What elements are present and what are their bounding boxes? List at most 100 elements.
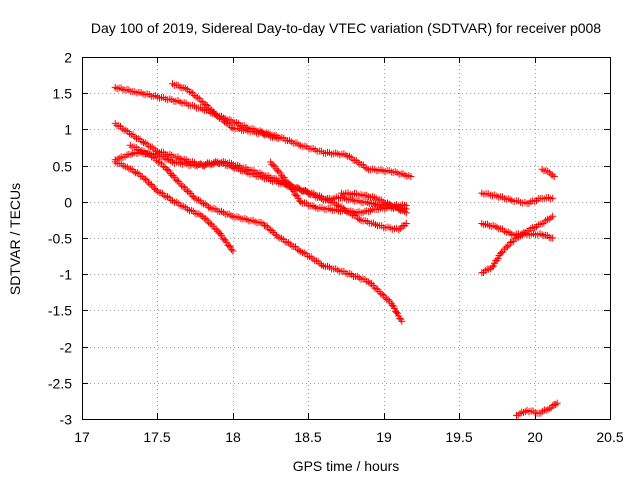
data-point [549, 234, 557, 242]
data-point [553, 399, 561, 407]
y-tick-label: -2 [60, 340, 73, 356]
data-point [115, 122, 123, 130]
data-point [274, 233, 282, 241]
data-point [201, 200, 209, 208]
data-marks [111, 80, 561, 419]
data-point [153, 157, 161, 165]
data-point [355, 215, 363, 223]
data-point [278, 234, 286, 242]
series-track-8 [338, 189, 410, 217]
y-tick-label: -1.5 [48, 303, 72, 319]
data-point [229, 247, 237, 255]
series-track-6 [126, 141, 406, 325]
data-point [493, 256, 501, 264]
series-track-12 [538, 165, 558, 180]
data-point [289, 186, 297, 193]
x-tick-label: 20.5 [596, 429, 623, 445]
data-point [164, 166, 172, 174]
data-point [544, 406, 552, 414]
data-point [545, 215, 553, 223]
data-point [395, 226, 403, 234]
data-point [198, 199, 206, 207]
data-point [384, 296, 392, 304]
data-point [497, 249, 505, 257]
data-point [348, 271, 356, 279]
x-tick-label: 18 [225, 429, 241, 445]
data-point [265, 225, 273, 233]
data-point [126, 130, 133, 138]
data-point [493, 223, 501, 231]
y-axis-label: SDTVAR / TECUs [7, 183, 23, 295]
data-point [508, 238, 516, 246]
data-point [284, 179, 292, 187]
series-track-5 [111, 158, 237, 255]
data-point [318, 261, 326, 269]
data-point [259, 220, 267, 228]
data-point [205, 104, 213, 112]
data-point [208, 106, 216, 114]
x-tick-label: 17 [74, 429, 90, 445]
data-point [503, 243, 511, 251]
data-point [549, 212, 557, 220]
data-point [134, 135, 142, 143]
x-tick-label: 18.5 [294, 429, 321, 445]
data-point [518, 230, 526, 238]
data-point [304, 252, 312, 260]
data-point [371, 284, 379, 292]
data-point [401, 207, 408, 215]
data-point [273, 231, 281, 239]
data-point [358, 161, 366, 168]
data-point [228, 246, 236, 254]
x-tick-label: 19.5 [445, 429, 472, 445]
data-point [549, 194, 557, 202]
data-point [308, 202, 316, 209]
data-point [262, 222, 270, 230]
y-tick-label: 0.5 [53, 159, 73, 175]
data-point [274, 135, 282, 143]
data-point [147, 181, 155, 188]
x-tick-label: 20 [527, 429, 543, 445]
data-point [122, 126, 130, 134]
data-point [224, 119, 232, 127]
series-track-11 [478, 212, 557, 277]
data-point [295, 141, 303, 149]
data-point [300, 249, 308, 257]
data-point [159, 162, 167, 170]
data-point [225, 242, 233, 250]
y-tick-label: -0.5 [48, 231, 72, 247]
data-point [152, 186, 160, 194]
data-point [185, 188, 193, 196]
data-point [515, 233, 523, 241]
data-point [539, 407, 547, 415]
data-point [242, 168, 250, 176]
series-track-9 [478, 189, 557, 207]
x-tick-label: 17.5 [143, 429, 170, 445]
data-point [148, 143, 156, 151]
x-axis-label: GPS time / hours [293, 458, 400, 474]
data-point [118, 125, 126, 133]
data-point [365, 278, 373, 286]
data-point [156, 158, 164, 166]
data-point [123, 163, 131, 171]
series-track-7 [267, 158, 410, 217]
data-point [349, 156, 357, 164]
x-tick-label: 19 [376, 429, 392, 445]
data-point [190, 193, 198, 201]
data-point [481, 267, 489, 275]
data-point [145, 142, 153, 150]
data-point [269, 161, 277, 169]
data-point [538, 220, 546, 228]
data-point [402, 209, 410, 217]
data-point [229, 163, 237, 171]
data-point [190, 92, 198, 99]
data-point [547, 214, 555, 222]
data-point [514, 411, 522, 419]
data-point [138, 138, 146, 145]
data-point [157, 189, 165, 197]
data-point [202, 101, 210, 108]
data-point [227, 123, 235, 131]
data-point [549, 171, 557, 179]
series-track-13 [513, 399, 561, 419]
data-point [205, 219, 213, 227]
